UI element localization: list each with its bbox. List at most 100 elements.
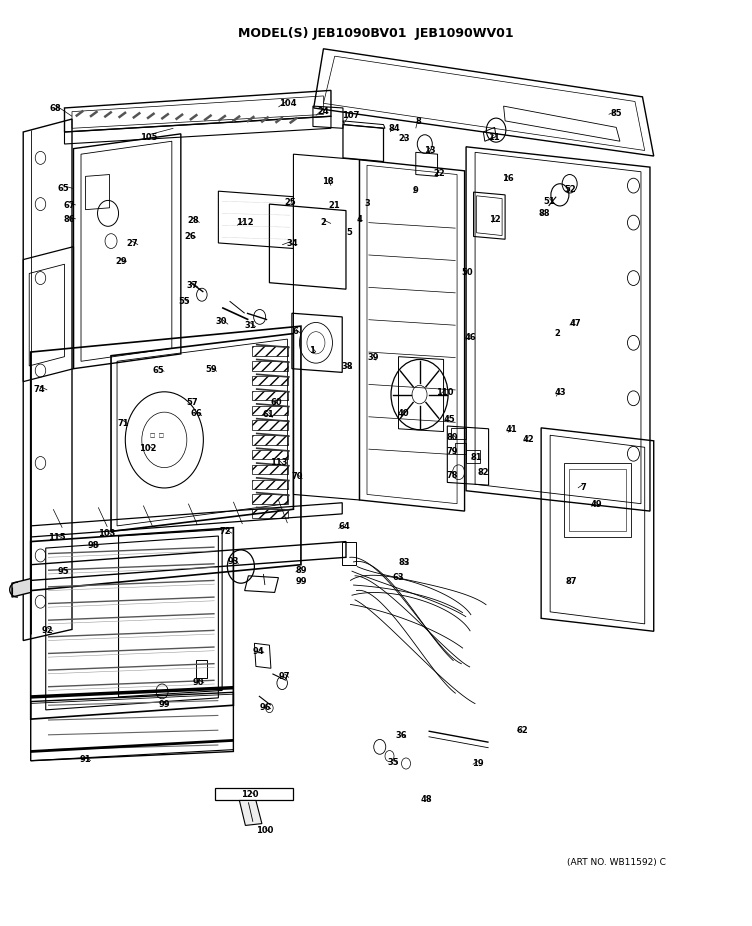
Bar — [466, 450, 480, 463]
Text: 12: 12 — [490, 216, 502, 224]
Text: 52: 52 — [565, 185, 576, 194]
Text: 74: 74 — [34, 384, 46, 394]
Text: 91: 91 — [80, 756, 91, 764]
Bar — [569, 469, 626, 532]
Text: 28: 28 — [187, 217, 199, 225]
Text: 18: 18 — [322, 178, 334, 186]
Text: 35: 35 — [387, 758, 399, 767]
Text: 104: 104 — [279, 99, 296, 107]
Text: 5: 5 — [347, 229, 353, 237]
Text: 97: 97 — [279, 672, 290, 682]
Text: 43: 43 — [554, 388, 566, 397]
Bar — [252, 376, 288, 385]
Text: 89: 89 — [296, 566, 307, 575]
Text: 30: 30 — [216, 317, 227, 326]
Text: 67: 67 — [63, 201, 74, 209]
Text: 34: 34 — [286, 239, 298, 248]
Text: 71: 71 — [117, 419, 129, 428]
Text: 2: 2 — [555, 329, 560, 338]
Text: 2: 2 — [320, 219, 326, 227]
Text: 100: 100 — [256, 827, 274, 835]
Bar — [451, 428, 466, 439]
Text: 96: 96 — [260, 703, 271, 711]
Text: 29: 29 — [115, 257, 126, 266]
Text: 13: 13 — [424, 146, 436, 155]
Text: 1: 1 — [309, 345, 315, 355]
Bar — [252, 494, 288, 504]
Text: 7: 7 — [581, 482, 586, 492]
Text: 23: 23 — [398, 134, 410, 143]
Text: 99: 99 — [159, 700, 170, 708]
Text: 83: 83 — [398, 558, 410, 568]
Text: 90: 90 — [193, 678, 204, 687]
Text: 21: 21 — [328, 201, 340, 209]
Text: 49: 49 — [590, 500, 602, 509]
Bar — [196, 660, 207, 679]
Text: 4: 4 — [356, 216, 362, 224]
Text: 92: 92 — [41, 626, 53, 635]
Text: 37: 37 — [186, 281, 198, 290]
Text: 86: 86 — [63, 216, 74, 224]
Text: 81: 81 — [470, 453, 481, 462]
Bar — [455, 443, 466, 454]
Text: 27: 27 — [126, 239, 138, 248]
Bar — [252, 346, 288, 356]
Text: 55: 55 — [178, 296, 190, 306]
Text: 38: 38 — [341, 362, 353, 371]
Text: 95: 95 — [57, 567, 68, 576]
Text: 66: 66 — [191, 409, 202, 419]
Text: 78: 78 — [446, 470, 457, 480]
Text: 36: 36 — [396, 732, 408, 740]
Polygon shape — [12, 579, 31, 597]
Text: 8: 8 — [415, 118, 421, 126]
Text: 60: 60 — [271, 398, 282, 407]
Text: 87: 87 — [566, 577, 577, 586]
Text: 22: 22 — [433, 169, 445, 178]
Text: 61: 61 — [262, 410, 274, 419]
Bar — [342, 542, 356, 565]
Text: 48: 48 — [420, 795, 432, 804]
Text: 68: 68 — [50, 105, 62, 113]
Text: 72: 72 — [220, 527, 231, 536]
Text: 84: 84 — [388, 124, 400, 132]
Bar — [252, 509, 288, 519]
Text: □  □: □ □ — [150, 432, 164, 438]
Text: 47: 47 — [569, 319, 581, 328]
Text: 57: 57 — [186, 398, 198, 407]
Text: 16: 16 — [502, 174, 514, 182]
Bar — [252, 450, 288, 459]
Text: (ART NO. WB11592) C: (ART NO. WB11592) C — [568, 857, 666, 867]
Text: 94: 94 — [253, 647, 265, 657]
Text: 88: 88 — [538, 209, 550, 218]
Text: 112: 112 — [236, 219, 253, 227]
Bar — [252, 480, 288, 489]
Text: 24: 24 — [317, 107, 329, 116]
Text: 51: 51 — [544, 197, 555, 206]
Text: 82: 82 — [478, 468, 489, 477]
Text: 64: 64 — [338, 522, 350, 532]
Text: 39: 39 — [367, 353, 379, 362]
Text: 25: 25 — [284, 198, 296, 206]
Text: 79: 79 — [446, 447, 457, 457]
Text: 98: 98 — [87, 541, 99, 550]
Text: 93: 93 — [228, 557, 239, 567]
Text: MODEL(S) JEB1090BV01  JEB1090WV01: MODEL(S) JEB1090BV01 JEB1090WV01 — [238, 27, 514, 40]
Text: 85: 85 — [611, 109, 622, 118]
Text: 110: 110 — [436, 388, 453, 397]
Bar — [252, 391, 288, 400]
Text: 70: 70 — [292, 472, 303, 482]
Text: 19: 19 — [472, 759, 484, 768]
Text: 65: 65 — [153, 366, 164, 375]
Polygon shape — [239, 800, 262, 825]
Text: 41: 41 — [506, 425, 517, 434]
Bar — [252, 435, 288, 444]
Text: 105: 105 — [140, 133, 157, 142]
Text: 59: 59 — [206, 365, 217, 374]
Text: 113: 113 — [271, 458, 288, 468]
Text: 40: 40 — [398, 408, 410, 418]
Bar — [252, 406, 288, 415]
Text: 3: 3 — [364, 199, 370, 207]
Text: 50: 50 — [462, 268, 474, 277]
Text: 65: 65 — [57, 184, 69, 193]
Text: 6: 6 — [293, 327, 299, 336]
